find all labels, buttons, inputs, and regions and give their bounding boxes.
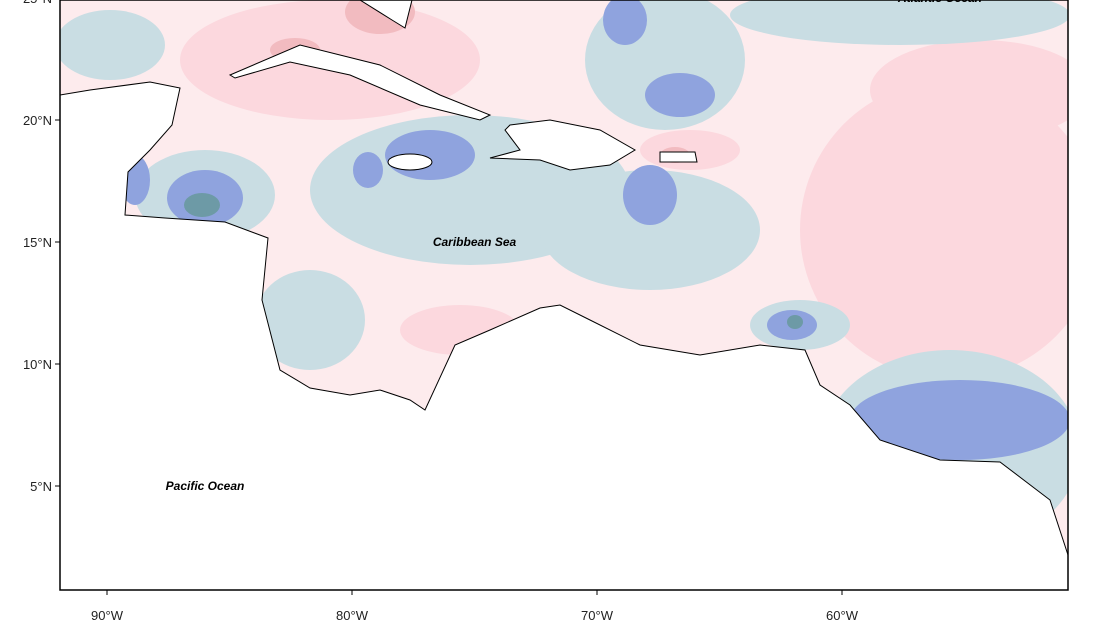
place-label: Pacific Ocean (166, 479, 245, 493)
field (60, 0, 1068, 590)
mainland (60, 81, 1068, 590)
lon-tick-label: 60°W (826, 608, 859, 623)
lat-tick-label: 15°N (23, 235, 52, 250)
florida (359, 0, 413, 29)
puerto-rico (659, 151, 698, 163)
place-label: Caribbean Sea (433, 235, 517, 249)
lat-tick-label: 5°N (30, 479, 52, 494)
lon-tick-label: 90°W (91, 608, 124, 623)
lon-tick-label: 80°W (336, 608, 369, 623)
lat-tick-label: 20°N (23, 113, 52, 128)
lat-tick-label: 10°N (23, 357, 52, 372)
cuba (228, 44, 492, 121)
frame (59, 0, 1069, 591)
lat-tick-label: 25°N (23, 0, 52, 6)
place-label: Atlantic Ocean (897, 0, 982, 5)
lon-tick-label: 70°W (581, 608, 614, 623)
jamaica (387, 153, 433, 171)
teal-areas (184, 193, 803, 329)
hispaniola (489, 119, 636, 171)
overlay: 25°N 20°N 15°N 10°N 5°N 90°W 80°W 70°W 60°W Atlan… (23, 0, 982, 623)
